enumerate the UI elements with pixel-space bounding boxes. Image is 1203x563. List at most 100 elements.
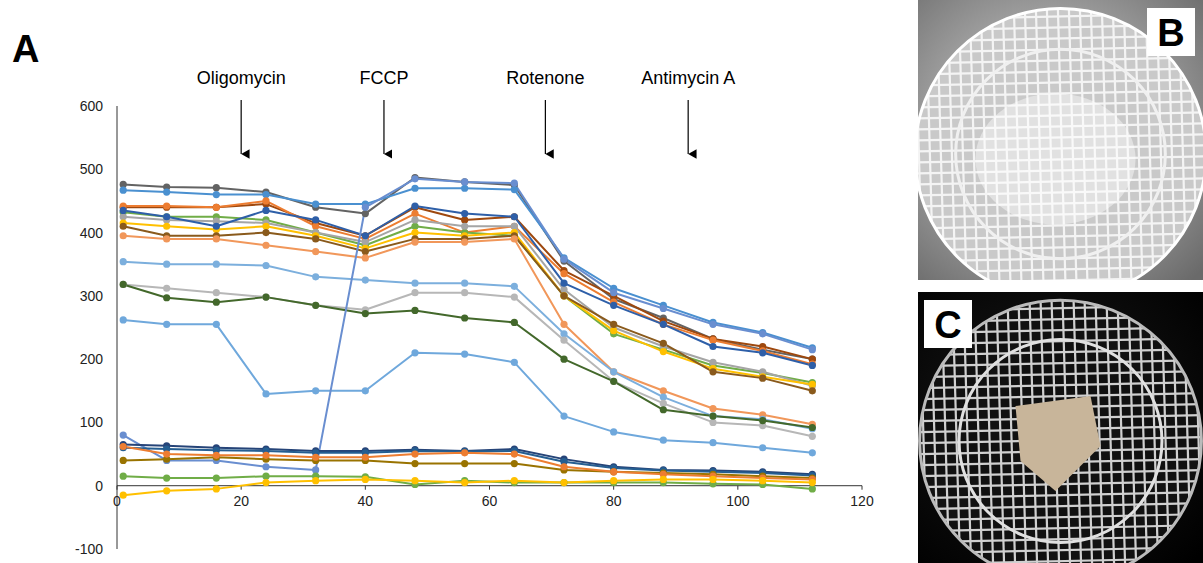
point [461,178,468,185]
point [213,299,220,306]
point [213,191,220,198]
point [163,487,170,494]
mesh-line [920,514,1202,520]
label-bg [924,300,972,348]
point [610,289,617,296]
point [560,292,567,299]
point [461,350,468,357]
point [120,207,127,214]
rim [920,300,1202,563]
point [312,302,319,309]
point [511,450,518,457]
point [511,477,518,484]
series-line [123,226,812,391]
point [312,477,319,484]
point [759,477,766,484]
x-tick [737,486,738,490]
point [163,213,170,220]
point [560,292,567,299]
point [120,223,127,230]
annotation-arrow [545,100,546,154]
x-tick [613,486,614,490]
point [362,232,369,239]
point [163,450,170,457]
point [411,307,418,314]
point [312,454,319,461]
point [120,443,127,450]
point [120,316,127,323]
point [461,223,468,230]
series-line [123,445,812,475]
series-line [123,212,812,382]
mesh-line [920,393,1202,399]
point [262,191,269,198]
point [461,216,468,223]
mesh-line [1135,8,1143,280]
point [362,387,369,394]
point [120,232,127,239]
series-line [123,204,812,359]
point [560,413,567,420]
plot-area [120,174,816,499]
point [461,479,468,486]
point [560,270,567,277]
point [809,449,816,456]
point [809,362,816,369]
photo [918,292,1203,563]
point [411,280,418,287]
point [759,444,766,451]
annotation-arrow [241,100,242,154]
series-line [123,446,812,479]
mesh-line [920,360,1202,366]
series-line [123,179,812,470]
point [411,349,418,356]
mesh-line [920,547,1202,553]
point [560,337,567,344]
point [660,400,667,407]
tissue [1016,396,1101,491]
point [610,368,617,375]
series-line [123,223,812,384]
point [709,413,716,420]
mesh-line [918,57,1203,63]
point [163,294,170,301]
point [362,276,369,283]
x-tick-label: 120 [850,493,874,509]
point [120,281,127,288]
point [163,202,170,209]
point [362,204,369,211]
point [560,479,567,486]
point [560,286,567,293]
point [660,476,667,483]
point [660,305,667,312]
photo [918,0,1203,280]
point [213,184,220,191]
annotation-arrow [688,100,689,154]
point [411,477,418,484]
point [213,452,220,459]
point [709,337,716,344]
point [709,405,716,412]
point [610,368,617,375]
point [411,238,418,245]
mesh-bg [918,8,1203,280]
point [461,210,468,217]
point [411,216,418,223]
point [312,248,319,255]
point [312,273,319,280]
point [362,232,369,239]
point [163,285,170,292]
photo-panel: C [918,292,1203,563]
figure: A-1000100200300400500600020406080100120O… [0,0,1203,563]
point [709,476,716,483]
point [120,431,127,438]
mesh-line [918,277,1203,280]
point [213,485,220,492]
y-tick-label: 200 [80,351,104,367]
x-tick [117,486,118,490]
point [560,463,567,470]
point [511,359,518,366]
point [362,210,369,217]
point [262,463,269,470]
point [560,479,567,486]
